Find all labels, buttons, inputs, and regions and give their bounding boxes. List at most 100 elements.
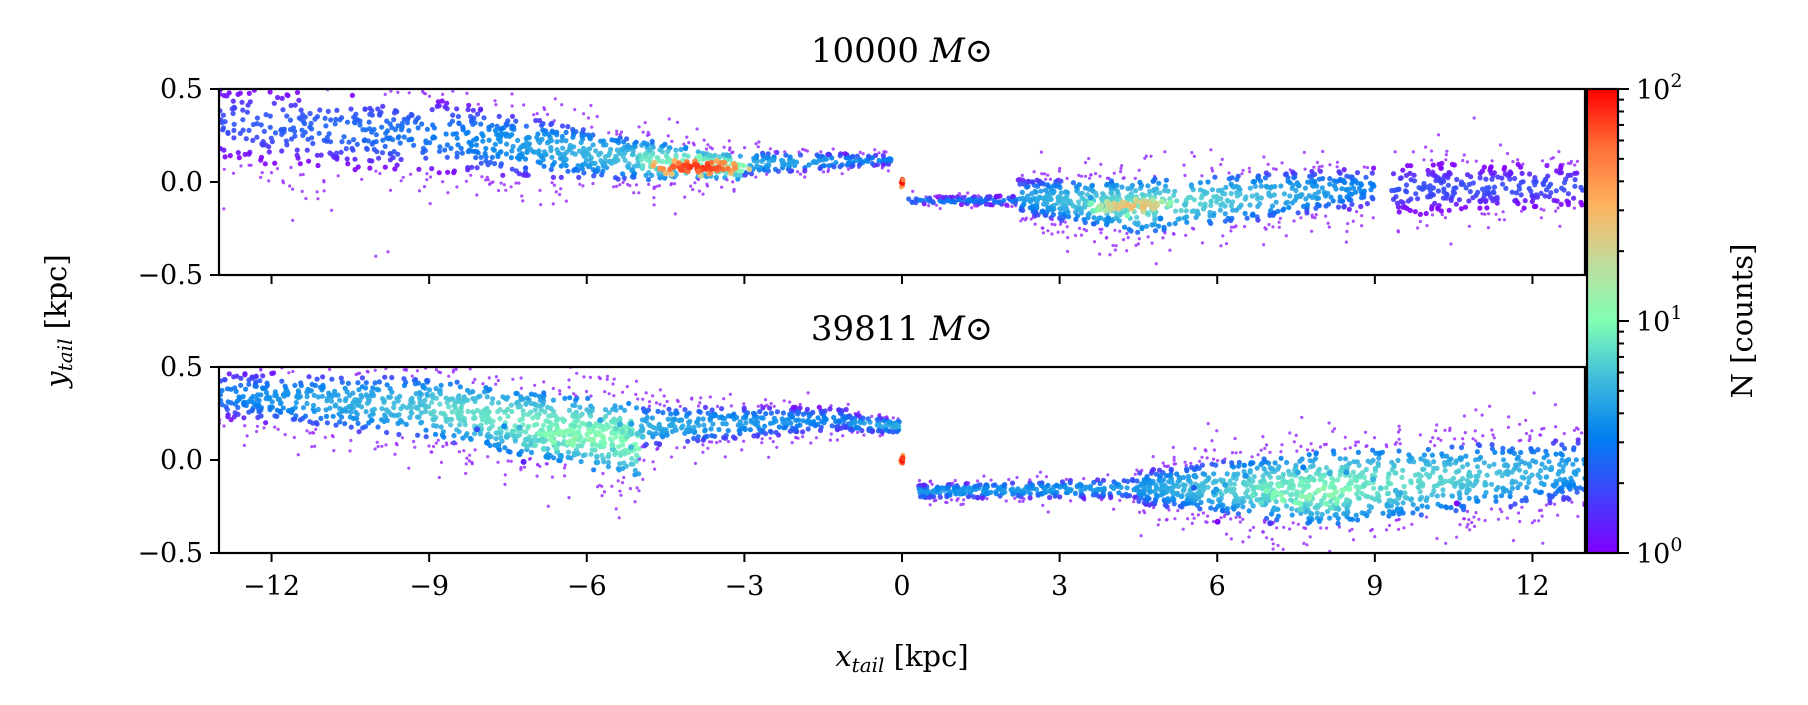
density-point — [657, 184, 662, 188]
density-point — [1425, 446, 1431, 453]
density-point — [1081, 495, 1087, 501]
density-point — [1295, 210, 1301, 216]
density-point — [1024, 216, 1028, 220]
density-point — [1172, 232, 1176, 236]
density-point — [544, 462, 548, 466]
density-point — [539, 154, 545, 160]
density-point — [1134, 478, 1140, 484]
density-point — [652, 186, 656, 191]
density-point — [1175, 216, 1181, 222]
density-point — [1157, 472, 1164, 479]
density-point — [1267, 474, 1273, 480]
density-point — [350, 390, 356, 396]
density-point — [695, 127, 699, 131]
density-point — [934, 486, 940, 492]
density-peak-point — [1107, 206, 1114, 213]
density-point — [528, 456, 533, 460]
density-point — [696, 177, 701, 182]
density-point — [224, 386, 231, 392]
density-point — [396, 412, 402, 418]
density-point — [1161, 482, 1168, 488]
density-point — [1122, 224, 1128, 230]
density-point — [1490, 428, 1494, 432]
density-point — [354, 416, 360, 422]
density-point — [1290, 182, 1296, 188]
density-point — [634, 458, 640, 464]
density-point — [1293, 193, 1300, 199]
density-point — [615, 129, 619, 133]
density-point — [1192, 516, 1196, 520]
density-point — [1458, 444, 1465, 451]
density-point — [1453, 201, 1459, 207]
density-point — [535, 414, 541, 421]
density-point — [275, 396, 281, 402]
density-point — [422, 91, 426, 95]
density-point — [1118, 229, 1122, 233]
density-point — [448, 145, 454, 151]
density-point — [398, 406, 404, 412]
density-point — [1206, 475, 1212, 481]
density-point — [1077, 173, 1081, 177]
density-point — [243, 386, 249, 392]
density-point — [1091, 221, 1097, 227]
density-point — [384, 443, 388, 447]
density-point — [941, 487, 947, 493]
density-point — [454, 106, 460, 112]
density-point — [1086, 186, 1092, 192]
density-point — [1429, 191, 1435, 197]
density-point — [1393, 150, 1397, 154]
density-point — [1243, 225, 1247, 229]
density-point — [1168, 248, 1172, 252]
density-point — [415, 125, 421, 131]
density-point — [543, 437, 549, 443]
density-point — [498, 163, 504, 169]
density-point — [1217, 499, 1223, 505]
density-point — [1179, 493, 1185, 499]
density-point — [575, 371, 579, 375]
density-point — [754, 142, 758, 146]
density-point — [1544, 503, 1548, 507]
density-point — [1538, 190, 1544, 196]
density-point — [1440, 213, 1444, 217]
density-point — [1083, 174, 1087, 178]
density-point — [354, 411, 360, 417]
density-point — [1453, 437, 1457, 441]
density-point — [1048, 196, 1054, 202]
density-point — [1021, 217, 1025, 221]
density-point — [367, 105, 373, 111]
density-point — [1333, 186, 1339, 192]
density-point — [1041, 503, 1045, 507]
density-point — [913, 196, 919, 202]
density-point — [1462, 153, 1466, 157]
density-point — [633, 500, 637, 504]
density-point — [454, 410, 460, 417]
density-point — [434, 441, 438, 445]
density-point — [754, 175, 758, 179]
density-point — [1310, 229, 1314, 233]
density-point — [1287, 193, 1293, 199]
density-point — [1292, 440, 1296, 444]
density-point — [327, 150, 333, 156]
density-point — [360, 177, 364, 181]
density-point — [1223, 457, 1227, 461]
density-point — [1128, 185, 1134, 191]
density-point — [833, 160, 839, 166]
density-point — [1171, 192, 1177, 198]
density-point — [1492, 196, 1498, 202]
density-point — [455, 185, 459, 189]
density-point — [1271, 225, 1275, 229]
density-point — [853, 424, 859, 430]
density-point — [1570, 461, 1576, 467]
density-point — [345, 161, 351, 167]
density-point — [602, 154, 609, 160]
density-point — [1040, 172, 1044, 176]
density-point — [398, 127, 404, 133]
density-point — [379, 124, 385, 130]
density-point — [1458, 181, 1464, 187]
density-point — [560, 145, 566, 151]
density-point — [1265, 443, 1269, 447]
density-point — [576, 429, 582, 435]
density-point — [636, 471, 642, 477]
density-point — [451, 433, 457, 439]
density-point — [399, 419, 405, 425]
